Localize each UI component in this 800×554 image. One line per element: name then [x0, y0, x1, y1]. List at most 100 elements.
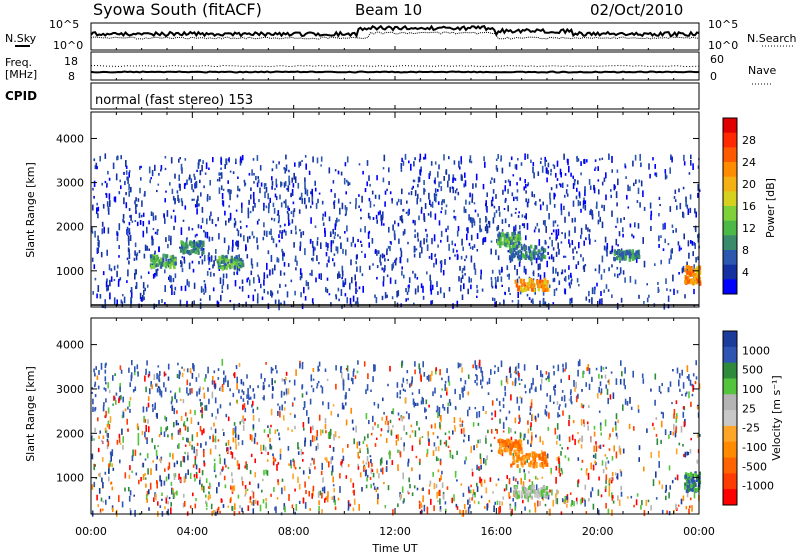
- scatter-mark: [497, 255, 500, 261]
- scatter-mark: [282, 253, 284, 261]
- scatter-mark: [311, 192, 314, 199]
- scatter-mark: [216, 300, 219, 307]
- scatter-mark: [690, 240, 692, 244]
- scatter-mark: [164, 387, 167, 392]
- scatter-mark: [350, 242, 353, 247]
- scatter-mark: [181, 200, 184, 207]
- scatter-mark: [304, 437, 307, 443]
- scatter-mark: [196, 474, 198, 479]
- scatter-mark: [381, 295, 384, 301]
- scatter-mark: [241, 207, 243, 213]
- scatter-mark: [473, 446, 475, 450]
- scatter-mark: [309, 439, 312, 447]
- scatter-mark: [321, 462, 323, 470]
- scatter-mark: [564, 269, 566, 273]
- scatter-mark: [583, 419, 585, 424]
- scatter-mark: [376, 486, 379, 490]
- scatter-mark: [557, 412, 559, 418]
- scatter-mark: [203, 280, 206, 283]
- scatter-mark: [408, 192, 410, 195]
- scatter-mark: [119, 277, 122, 281]
- scatter-mark: [583, 265, 586, 272]
- scatter-mark: [689, 497, 692, 501]
- scatter-mark: [403, 498, 405, 503]
- scatter-mark: [414, 430, 417, 437]
- scatter-mark: [418, 389, 421, 394]
- scatter-mark: [445, 228, 447, 233]
- scatter-mark: [670, 249, 672, 254]
- scatter-mark: [682, 186, 685, 190]
- scatter-mark: [345, 368, 348, 371]
- scatter-mark: [173, 493, 175, 499]
- scatter-mark: [167, 508, 169, 516]
- scatter-mark: [311, 457, 313, 461]
- scatter-mark: [473, 244, 476, 248]
- scatter-mark: [422, 495, 424, 503]
- scatter-mark: [302, 497, 305, 504]
- scatter-mark: [344, 162, 347, 167]
- scatter-mark: [279, 454, 282, 460]
- scatter-mark: [214, 435, 217, 443]
- scatter-mark: [380, 428, 383, 432]
- scatter-mark: [609, 394, 612, 400]
- scatter-mark: [477, 422, 480, 426]
- scatter-mark: [431, 300, 434, 304]
- scatter-mark: [590, 491, 592, 498]
- scatter-mark: [394, 233, 396, 241]
- scatter-mark: [557, 242, 559, 249]
- feature-mark: [502, 233, 505, 237]
- scatter-mark: [256, 406, 259, 410]
- scatter-mark: [682, 382, 685, 389]
- scatter-mark: [173, 225, 175, 231]
- scatter-mark: [116, 237, 119, 241]
- scatter-mark: [494, 365, 496, 368]
- feature-mark: [504, 439, 507, 444]
- scatter-mark: [449, 186, 451, 193]
- scatter-mark: [635, 256, 638, 263]
- scatter-mark: [230, 189, 232, 194]
- scatter-mark: [252, 400, 254, 406]
- scatter-mark: [676, 474, 679, 481]
- scatter-mark: [386, 188, 388, 192]
- scatter-mark: [490, 199, 493, 207]
- scatter-mark: [97, 241, 100, 247]
- scatter-mark: [316, 240, 319, 246]
- scatter-mark: [138, 303, 140, 308]
- scatter-mark: [588, 368, 591, 375]
- scatter-mark: [238, 463, 240, 470]
- scatter-mark: [485, 206, 488, 211]
- scatter-mark: [202, 160, 204, 164]
- scatter-mark: [665, 495, 667, 501]
- scatter-mark: [109, 200, 111, 207]
- scatter-mark: [294, 176, 297, 183]
- scatter-mark: [118, 191, 121, 195]
- scatter-mark: [312, 425, 314, 431]
- scatter-mark: [374, 443, 377, 447]
- scatter-mark: [486, 455, 488, 460]
- scatter-mark: [328, 293, 331, 296]
- scatter-mark: [460, 277, 463, 283]
- scatter-mark: [501, 229, 504, 232]
- scatter-mark: [488, 221, 491, 228]
- scatter-mark: [549, 236, 551, 240]
- scatter-mark: [515, 478, 517, 482]
- scatter-mark: [604, 236, 607, 243]
- scatter-mark: [556, 435, 559, 439]
- feature-mark: [543, 280, 546, 285]
- scatter-mark: [591, 376, 593, 382]
- scatter-mark: [373, 486, 376, 490]
- scatter-mark: [226, 284, 229, 290]
- scatter-mark: [664, 222, 666, 230]
- scatter-mark: [342, 384, 345, 391]
- feature-mark: [221, 266, 224, 271]
- feature-mark: [499, 438, 502, 443]
- scatter-mark: [686, 492, 689, 498]
- scatter-mark: [440, 181, 442, 184]
- scatter-mark: [491, 196, 494, 202]
- feature-mark: [155, 254, 159, 259]
- feature-mark: [516, 440, 520, 445]
- scatter-mark: [213, 464, 216, 469]
- scatter-mark: [107, 227, 110, 234]
- scatter-mark: [112, 162, 115, 169]
- scatter-mark: [352, 490, 355, 493]
